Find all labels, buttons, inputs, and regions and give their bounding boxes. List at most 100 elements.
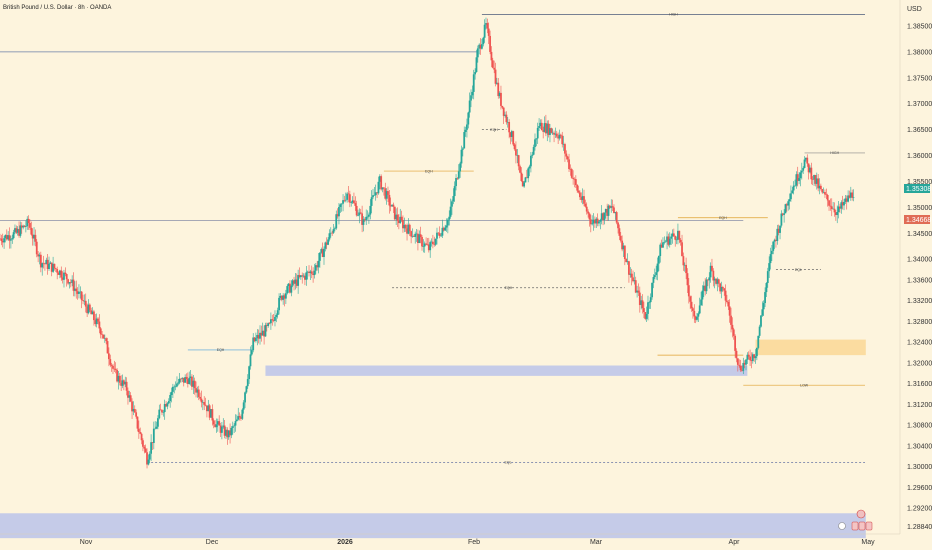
current-price-badge[interactable] <box>904 184 930 193</box>
candle-body <box>667 236 670 245</box>
candle-body <box>382 187 385 189</box>
candle <box>611 199 614 211</box>
candle <box>593 216 596 228</box>
candle <box>849 186 852 201</box>
candle <box>218 415 221 426</box>
candle-body <box>299 275 302 278</box>
candle <box>626 253 629 265</box>
candle-body <box>694 316 697 320</box>
candle <box>762 300 765 316</box>
candle <box>290 280 293 297</box>
candle <box>589 214 592 233</box>
flag-icon[interactable] <box>856 509 866 519</box>
settings-icon[interactable] <box>838 522 846 530</box>
candle <box>557 132 560 144</box>
candle-body <box>840 202 843 209</box>
candle-body <box>750 360 753 362</box>
candle <box>506 116 509 128</box>
candle <box>173 384 176 394</box>
candle-body <box>351 200 354 203</box>
candle-body <box>118 375 121 383</box>
candle <box>494 62 497 87</box>
candle <box>343 195 346 203</box>
candle <box>259 325 261 345</box>
candle <box>619 231 622 243</box>
candle <box>235 414 238 422</box>
candle-body <box>593 219 596 224</box>
candle <box>704 278 707 296</box>
candle-body <box>790 193 792 200</box>
candle <box>71 275 74 287</box>
candle-body <box>679 239 682 243</box>
candle <box>135 409 138 419</box>
candle <box>263 325 265 345</box>
candle-body <box>157 418 159 427</box>
candle-body <box>235 419 238 422</box>
candle <box>769 247 772 270</box>
candle-body <box>844 198 847 202</box>
candle <box>652 274 655 289</box>
indicator-icon-2[interactable] <box>858 521 866 531</box>
candle-body <box>833 208 836 213</box>
candle-body <box>16 229 19 233</box>
candle <box>382 187 385 196</box>
candle-body <box>344 199 347 201</box>
candle-body <box>818 185 821 189</box>
candle-body <box>749 356 751 361</box>
candle-body <box>731 324 734 330</box>
indicator-icon-3[interactable] <box>865 521 873 531</box>
candle <box>565 150 568 160</box>
candle-body <box>44 263 46 265</box>
candle-body <box>274 316 276 321</box>
candle <box>54 267 57 273</box>
candle <box>663 236 666 245</box>
candle-body <box>304 275 306 280</box>
candle <box>617 221 619 234</box>
candle-body <box>457 171 460 179</box>
candle-body <box>628 261 630 275</box>
candle <box>470 89 472 108</box>
candle-body <box>291 280 294 286</box>
candle-body <box>52 263 54 272</box>
candle <box>163 399 166 420</box>
candle-body <box>819 185 822 190</box>
candle-body <box>479 44 482 49</box>
candle-body <box>237 416 240 420</box>
candle-body <box>412 236 415 237</box>
candle <box>829 198 832 211</box>
candle <box>316 261 319 271</box>
candle <box>716 277 719 292</box>
candle <box>504 111 506 118</box>
candle <box>366 210 369 220</box>
candle <box>234 414 237 432</box>
candle-body <box>226 429 229 438</box>
candle <box>308 265 310 277</box>
candle-body <box>619 235 622 241</box>
candle <box>700 291 702 306</box>
indicator-icon-1[interactable] <box>851 521 859 531</box>
candle-body <box>557 136 560 139</box>
candle <box>30 221 33 236</box>
candle <box>436 227 438 245</box>
candle <box>27 215 30 230</box>
candle-body <box>117 375 120 382</box>
candle <box>802 166 805 174</box>
candle <box>363 217 366 222</box>
chart-background <box>0 0 900 534</box>
candle-body <box>24 226 27 227</box>
candle-body <box>388 194 391 206</box>
candle <box>188 371 191 385</box>
candle-body <box>212 420 215 425</box>
candle <box>127 387 129 405</box>
candle <box>53 263 56 271</box>
candle <box>432 234 434 249</box>
secondary-price-badge[interactable] <box>904 215 930 224</box>
candle <box>636 285 638 298</box>
candle <box>110 362 113 372</box>
candle <box>659 242 662 263</box>
candle-body <box>27 218 30 223</box>
candle <box>56 266 59 280</box>
candle <box>739 359 742 372</box>
candle-body <box>369 205 372 215</box>
